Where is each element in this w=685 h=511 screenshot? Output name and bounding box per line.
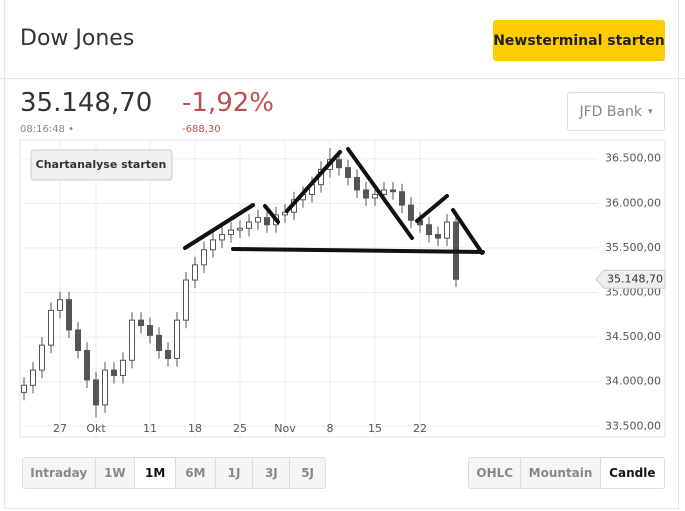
candle-body bbox=[93, 379, 99, 406]
candle-body bbox=[363, 189, 369, 199]
trend-line bbox=[183, 203, 255, 250]
trend-line bbox=[346, 147, 414, 240]
candle-body bbox=[201, 249, 207, 266]
toggle-button[interactable]: 1W bbox=[96, 458, 136, 488]
x-tick-label: 11 bbox=[143, 422, 157, 435]
candle-body bbox=[372, 193, 378, 199]
candle-body bbox=[39, 344, 45, 371]
candle-body bbox=[111, 369, 117, 376]
y-tick-label: 34.500,00 bbox=[605, 330, 661, 343]
toggle-button[interactable]: 3J bbox=[253, 458, 291, 488]
price-tag-bg bbox=[595, 269, 666, 289]
news-button[interactable]: Newsterminal starten bbox=[493, 20, 665, 61]
candle-body bbox=[138, 319, 144, 327]
candle-body bbox=[129, 319, 135, 361]
candle-body bbox=[336, 159, 342, 169]
candle-body bbox=[75, 329, 81, 351]
candle-body bbox=[219, 234, 225, 241]
candle-body bbox=[57, 299, 63, 311]
change-percent: -1,92% bbox=[182, 88, 274, 118]
candle-body bbox=[228, 229, 234, 236]
title: Dow Jones bbox=[20, 26, 135, 51]
x-tick-label: Okt bbox=[86, 422, 106, 435]
time: 08:16:48 • bbox=[20, 124, 74, 135]
card bbox=[4, 0, 679, 509]
y-tick-label: 33.500,00 bbox=[605, 419, 661, 432]
candle-body bbox=[30, 369, 36, 386]
candle-body bbox=[255, 217, 261, 223]
toggle-button[interactable]: 1M bbox=[135, 458, 176, 488]
candle-body bbox=[192, 264, 198, 281]
toggle-button[interactable]: Intraday bbox=[23, 458, 96, 488]
candle-body bbox=[48, 309, 54, 346]
chart-frame bbox=[19, 139, 666, 438]
broker-name: JFD Bank bbox=[579, 103, 643, 120]
candle-body bbox=[444, 221, 450, 239]
candle-body bbox=[120, 359, 126, 376]
y-tick-label: 36.000,00 bbox=[605, 196, 661, 209]
candle-body bbox=[66, 299, 72, 331]
y-tick-label: 36.500,00 bbox=[605, 152, 661, 165]
x-tick-label: 8 bbox=[327, 422, 334, 435]
chart-analysis-button[interactable]: Chartanalyse starten bbox=[30, 149, 173, 181]
trend-line bbox=[263, 204, 280, 224]
candle-body bbox=[390, 189, 396, 193]
candle-body bbox=[246, 221, 252, 229]
toggle-button[interactable]: Candle bbox=[600, 458, 664, 488]
candle-body bbox=[435, 234, 441, 239]
candle-body bbox=[210, 239, 216, 251]
separator bbox=[0, 78, 685, 79]
candle-body bbox=[237, 227, 243, 231]
y-tick-label: 35.500,00 bbox=[605, 241, 661, 254]
range-group: Intraday 1W 1M 6M 1J 3J 5J bbox=[22, 457, 326, 489]
candle-body bbox=[156, 334, 162, 351]
grid: 33.500,00 34.000,00 34.500,00 35.000,00 35.5… bbox=[22, 140, 661, 437]
candle-body bbox=[102, 369, 108, 406]
candle-body bbox=[354, 176, 360, 191]
x-tick-label: 25 bbox=[233, 422, 247, 435]
chart-type-group: OHLC Mountain Candle bbox=[468, 457, 665, 489]
neckline bbox=[231, 247, 485, 254]
candle-body bbox=[147, 325, 153, 336]
x-tick-label: 27 bbox=[53, 422, 67, 435]
toggle-button[interactable]: OHLC bbox=[469, 458, 522, 488]
trend-line bbox=[451, 208, 484, 255]
x-tick-label: 18 bbox=[188, 422, 202, 435]
y-tick-label: 34.000,00 bbox=[605, 375, 661, 388]
x-tick-label: 15 bbox=[368, 422, 382, 435]
button-bg bbox=[30, 149, 173, 181]
candle-body bbox=[408, 204, 414, 221]
candle-body bbox=[345, 167, 351, 178]
candle-body bbox=[426, 224, 432, 236]
x-tick-label: 22 bbox=[413, 422, 427, 435]
toggle-button[interactable]: 6M bbox=[176, 458, 216, 488]
price: 35.148,70 bbox=[20, 88, 153, 118]
y-tick-label: 35.000,00 bbox=[605, 286, 661, 299]
button-label: Chartanalyse starten bbox=[36, 158, 167, 171]
price-tag: 35.148,70 bbox=[595, 269, 666, 289]
toggle-button[interactable]: 1J bbox=[216, 458, 254, 488]
candle-body bbox=[165, 349, 171, 360]
price-tag-label: 35.148,70 bbox=[607, 272, 663, 285]
candle-body bbox=[21, 384, 27, 393]
annotation bbox=[183, 147, 485, 255]
candle-body bbox=[183, 279, 189, 321]
candle-body bbox=[399, 191, 405, 206]
candle-body bbox=[264, 217, 270, 226]
toggle-button[interactable]: Mountain bbox=[521, 458, 601, 488]
dropdown-arrow: ▾ bbox=[648, 106, 653, 117]
x-tick-label: Nov bbox=[274, 422, 296, 435]
trend-line bbox=[415, 194, 449, 223]
broker-select[interactable]: JFD Bank ▾ bbox=[567, 92, 665, 131]
candle-body bbox=[84, 349, 90, 381]
toggle-button[interactable]: 5J bbox=[301, 466, 315, 480]
change-abs: -688,30 bbox=[182, 124, 221, 135]
trend-line bbox=[285, 150, 342, 213]
candle-body bbox=[282, 211, 288, 216]
candle-body bbox=[174, 319, 180, 360]
